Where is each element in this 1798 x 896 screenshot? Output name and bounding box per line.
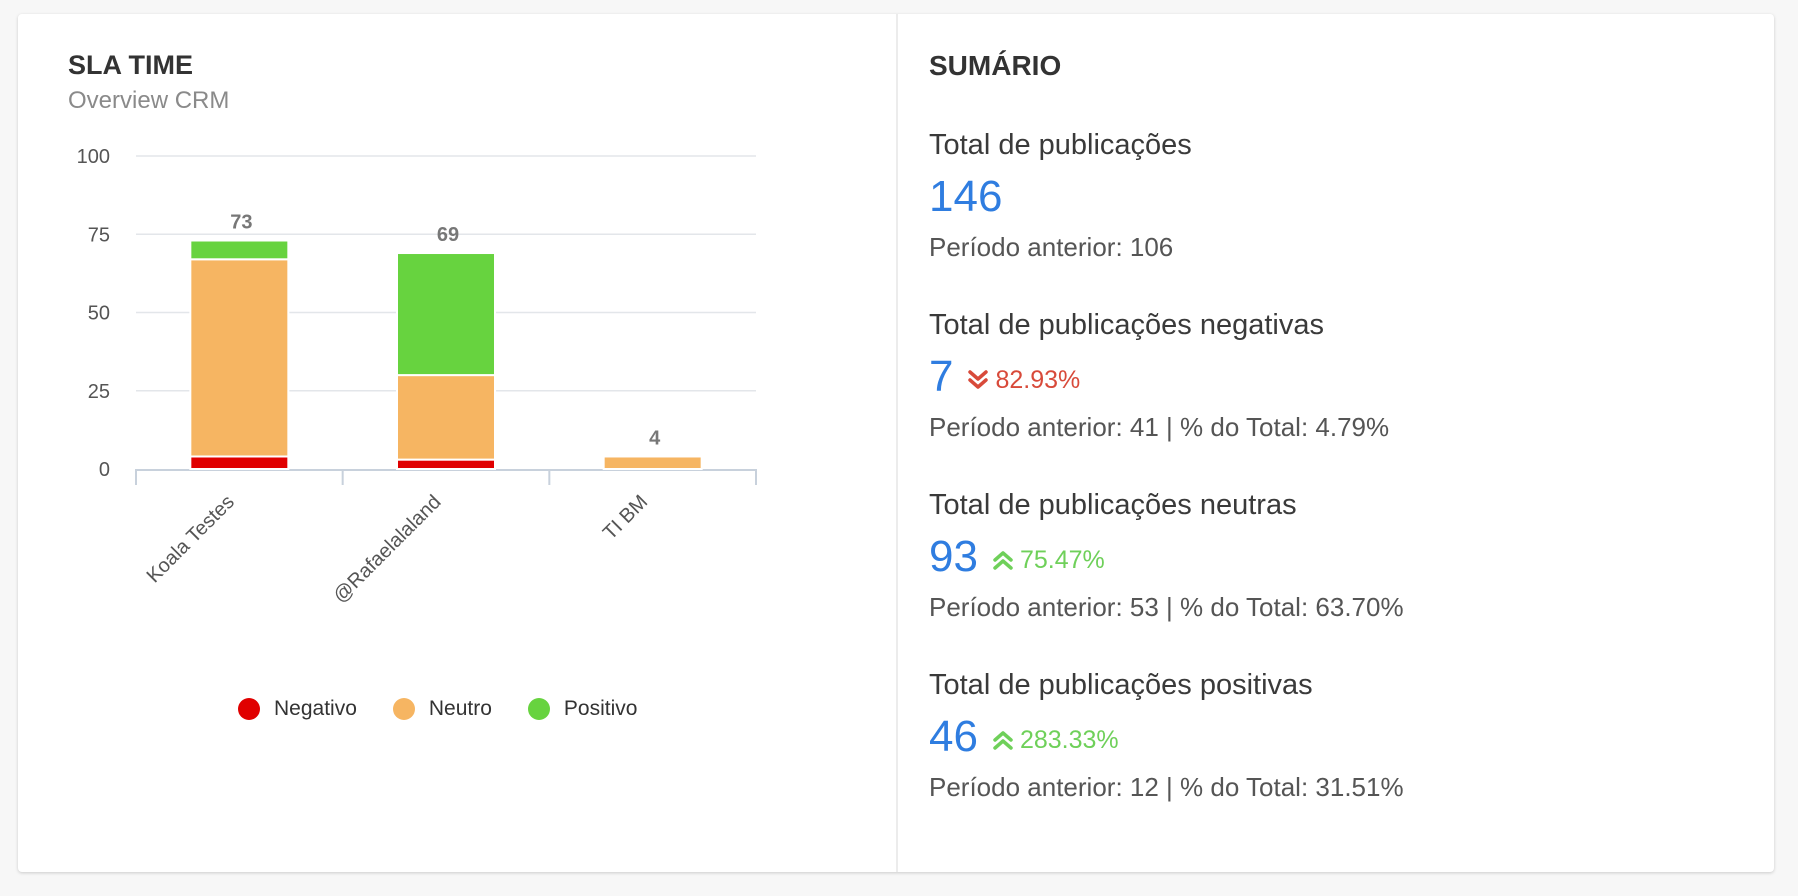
panel-divider — [896, 14, 898, 872]
metric-change: 283.33% — [992, 726, 1119, 755]
legend-item-positivo[interactable]: Positivo — [527, 697, 638, 721]
bar-segment-positivo — [189, 239, 290, 261]
metric-value-row: 46 283.33% — [929, 713, 1729, 761]
legend-label: Negativo — [274, 697, 357, 720]
legend-label: Positivo — [563, 697, 638, 720]
metric-change: 75.47% — [992, 546, 1105, 575]
metric-value-row: 93 75.47% — [929, 533, 1729, 581]
category-label: @Rafaelalaland — [329, 491, 445, 607]
summary-panel: SUMÁRIO Total de publicações 146 Período… — [929, 14, 1749, 872]
metric-label: Total de publicações positivas — [929, 669, 1313, 701]
y-tick-label: 75 — [88, 224, 110, 246]
metric-value: 93 — [929, 532, 978, 581]
bar-segment-neutro — [189, 258, 290, 458]
metric-value-row: 7 82.93% — [929, 353, 1729, 401]
metric-label: Total de publicações neutras — [929, 489, 1297, 521]
double-chevron-down-icon — [968, 370, 989, 389]
metric-neutral: Total de publicações neutras 93 75.47% P… — [929, 487, 1729, 623]
legend-marker — [238, 698, 260, 720]
metric-negative: Total de publicações negativas 7 82.93% … — [929, 307, 1729, 443]
chart-panel: SLA TIME Overview CRM 0 25 50 75 100 73 Koala … — [18, 14, 896, 872]
metric-label: Total de publicações negativas — [929, 309, 1324, 341]
chart-title: SLA TIME — [68, 50, 193, 80]
dashboard-card: SLA TIME Overview CRM 0 25 50 75 100 73 Koala … — [18, 14, 1774, 872]
double-chevron-up-icon — [993, 731, 1013, 750]
bar-segment-neutro — [602, 455, 703, 471]
legend-marker — [527, 698, 550, 720]
y-tick-label: 25 — [88, 381, 110, 403]
metric-change-value: 75.47% — [1019, 545, 1105, 574]
metric-label: Total de publicações — [929, 129, 1192, 161]
legend-label: Neutro — [428, 697, 492, 720]
y-tick-label: 0 — [99, 459, 110, 481]
double-chevron-up-icon — [993, 551, 1013, 570]
bar-total-label: 69 — [437, 224, 459, 246]
y-tick-label: 50 — [88, 303, 110, 325]
metric-value: 46 — [929, 712, 978, 761]
metric-positive: Total de publicações positivas 46 283.33… — [929, 667, 1729, 803]
bar-total-label: 73 — [230, 212, 252, 234]
bar-segment-negativo — [189, 455, 290, 471]
metric-value: 146 — [929, 172, 1003, 221]
metric-value-row: 146 — [929, 173, 1729, 221]
summary-title: SUMÁRIO — [929, 50, 1062, 81]
metric-value: 7 — [929, 352, 954, 401]
metric-previous-period: Período anterior: 106 — [929, 232, 1174, 262]
bar-segment-neutro — [396, 374, 496, 461]
metric-change-value: 283.33% — [1019, 725, 1119, 754]
chart-legend: Negativo Neutro Positivo — [238, 697, 637, 721]
bar-segment-negativo — [396, 458, 496, 470]
chart-subtitle: Overview CRM — [68, 87, 230, 114]
bar-total-label: 4 — [649, 427, 661, 449]
category-label: TI BM — [599, 491, 652, 544]
metric-change-value: 82.93% — [995, 365, 1081, 394]
legend-item-negativo[interactable]: Negativo — [238, 697, 357, 721]
metric-previous-period: Período anterior: 12 | % do Total: 31.51… — [929, 772, 1404, 802]
y-tick-label: 100 — [77, 146, 110, 168]
metric-previous-period: Período anterior: 53 | % do Total: 63.70… — [929, 592, 1404, 622]
stacked-bar-chart: 0 25 50 75 100 73 Koala Testes 69 @Rafaelalaland… — [77, 146, 757, 607]
metric-total: Total de publicações 146 Período anterio… — [929, 127, 1729, 263]
metric-change: 82.93% — [967, 366, 1080, 395]
bar-segment-positivo — [396, 252, 496, 377]
legend-marker — [392, 698, 415, 720]
metric-previous-period: Período anterior: 41 | % do Total: 4.79% — [929, 412, 1390, 442]
category-label: Koala Testes — [143, 491, 239, 587]
legend-item-neutro[interactable]: Neutro — [392, 697, 492, 721]
